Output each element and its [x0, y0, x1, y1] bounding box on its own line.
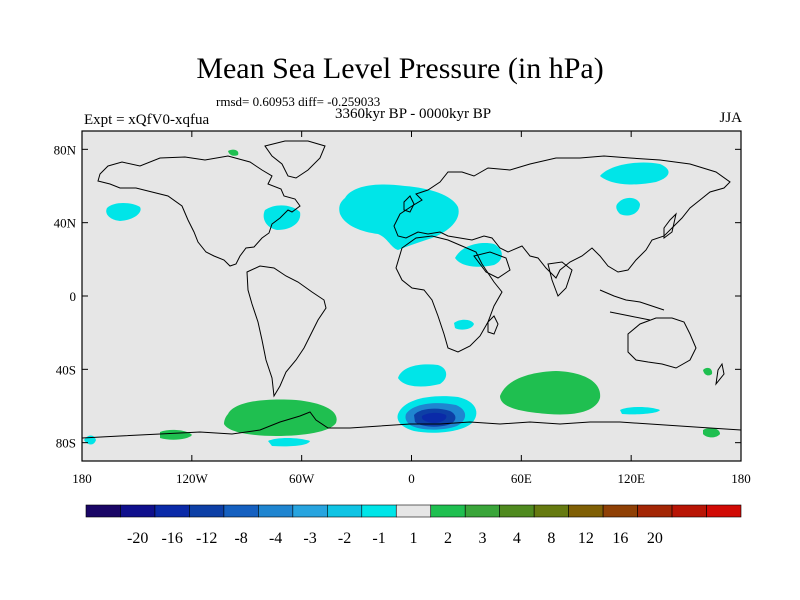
coastline-north-america: [97, 155, 301, 267]
experiment-label: Expt = xQfV0-xqfua: [84, 112, 210, 128]
x-tick-label: 180: [731, 471, 751, 486]
colorbar-label: 8: [547, 530, 555, 547]
colorbar-swatch: [533, 504, 569, 518]
colorbar-swatch: [154, 504, 190, 518]
anomaly-east-africa-coast: [454, 319, 474, 330]
season-label: JJA: [719, 110, 742, 126]
coastline-japan: [663, 212, 677, 239]
colorbar: -20 -16 -12 -8 -4 -3 -2 -1 1 2 3 4 8 12 16 20: [85, 504, 742, 547]
anomaly-central-asia: [616, 197, 640, 216]
axis-ticks: 180 120W 60W 0 60E 120E 180 80N 40N 0 40S 80S: [54, 131, 751, 486]
colorbar-label: 4: [513, 530, 521, 547]
colorbar-swatch: [361, 504, 397, 518]
colorbar-swatch: [637, 504, 673, 518]
colorbar-label: -4: [269, 530, 282, 547]
colorbar-label: 16: [612, 530, 628, 547]
coastline-britain: [403, 195, 415, 213]
colorbar-swatch: [258, 504, 294, 518]
coastline-greenland: [264, 140, 326, 179]
colorbar-swatch: [602, 504, 638, 518]
y-tick-label: 40S: [56, 362, 76, 377]
colorbar-swatch: [706, 504, 742, 518]
colorbar-label: 20: [647, 530, 663, 547]
colorbar-swatch: [568, 504, 604, 518]
anomaly-greenland-small: [228, 149, 239, 156]
colorbar-swatch: [671, 504, 707, 518]
x-tick-label: 60W: [289, 471, 315, 486]
coastline-arabia: [473, 251, 511, 279]
y-tick-label: 80S: [56, 436, 76, 451]
coastline-india: [547, 261, 573, 297]
colorbar-swatch: [464, 504, 500, 518]
colorbar-label: -1: [372, 530, 385, 547]
colorbar-swatch: [430, 504, 466, 518]
anomaly-southern-ocean-core: [421, 412, 447, 423]
coastline-new-zealand: [715, 362, 725, 386]
map-title: Mean Sea Level Pressure (in hPa): [196, 52, 604, 85]
anomaly-pacific-southern: [620, 407, 660, 415]
coastline-south-america: [246, 265, 327, 398]
colorbar-label: -20: [127, 530, 148, 547]
x-tick-label: 120E: [617, 471, 645, 486]
coastline-madagascar: [487, 315, 499, 335]
coastline-indonesia: [599, 289, 665, 321]
colorbar-label: -16: [162, 530, 183, 547]
anomaly-tasman-small: [703, 367, 713, 376]
colorbar-label: -2: [338, 530, 351, 547]
y-tick-label: 80N: [54, 142, 77, 157]
colorbar-swatch: [292, 504, 328, 518]
colorbar-label: 1: [410, 530, 418, 547]
colorbar-label: 2: [444, 530, 452, 547]
colorbar-swatch: [120, 504, 156, 518]
colorbar-label: -3: [303, 530, 316, 547]
coastline-antarctica: [82, 411, 741, 439]
anomaly-antarctic-small-1: [703, 427, 720, 438]
rmsd-diff-stats: rmsd= 0.60953 diff= -0.259033: [216, 94, 381, 109]
coastlines: [82, 140, 741, 439]
x-tick-label: 180: [72, 471, 92, 486]
y-tick-label: 40N: [54, 216, 77, 231]
y-tick-label: 0: [70, 289, 77, 304]
colorbar-swatch: [395, 504, 432, 518]
coastline-australia: [627, 317, 697, 369]
x-tick-label: 0: [408, 471, 415, 486]
anomaly-indian-ocean-high: [500, 371, 601, 415]
colorbar-swatch: [499, 504, 535, 518]
period-label: 3360kyr BP - 0000kyr BP: [334, 106, 492, 122]
coastline-africa: [395, 235, 503, 353]
anomaly-siberia: [600, 162, 669, 185]
anomaly-south-pacific-cyan: [268, 438, 310, 447]
x-tick-label: 120W: [176, 471, 209, 486]
anomaly-south-atlantic: [398, 364, 447, 387]
colorbar-label: -12: [196, 530, 217, 547]
anomaly-north-pacific: [106, 203, 141, 221]
colorbar-label: 12: [578, 530, 594, 547]
colorbar-swatch: [223, 504, 259, 518]
colorbar-label: 3: [478, 530, 486, 547]
colorbar-swatch: [327, 504, 363, 518]
colorbar-swatch: [85, 504, 121, 518]
x-tick-label: 60E: [511, 471, 532, 486]
colorbar-label: -8: [234, 530, 247, 547]
anomaly-amundsen-high: [224, 399, 337, 436]
colorbar-swatch: [189, 504, 225, 518]
